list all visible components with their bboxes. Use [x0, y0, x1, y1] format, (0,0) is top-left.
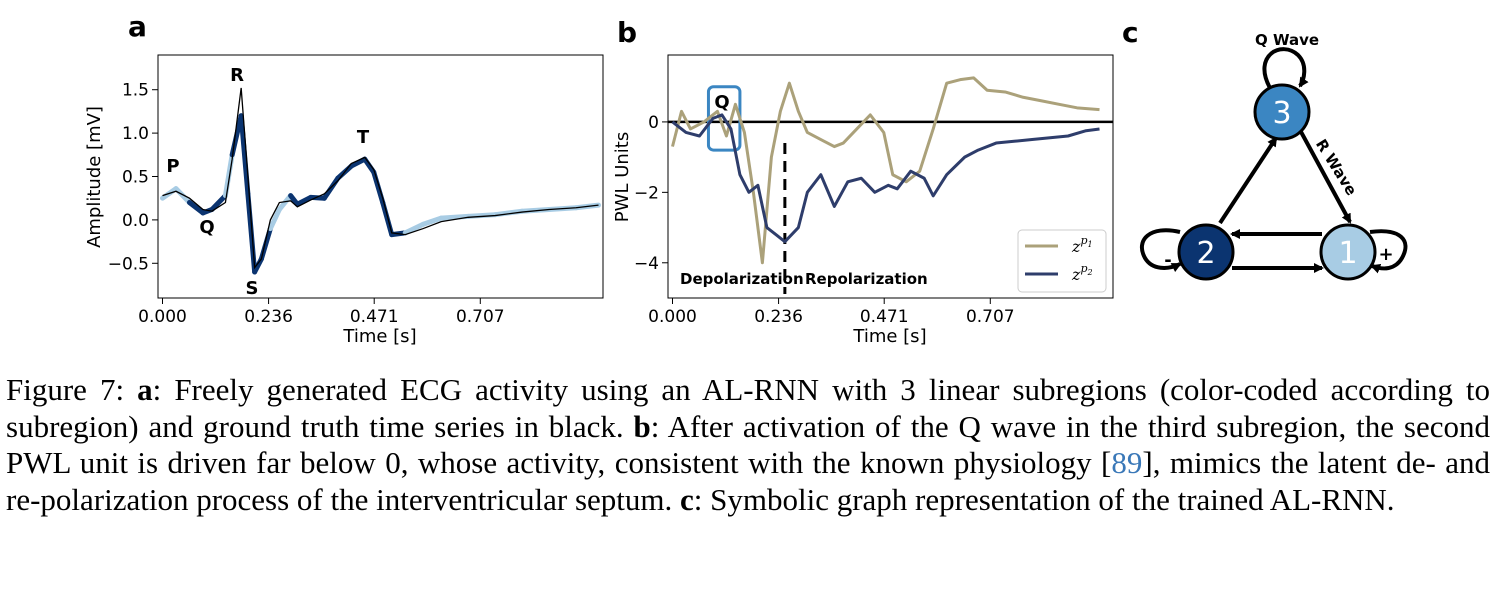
panel-a-xlabel: Time [s] — [342, 326, 416, 347]
wave-label-q: Q — [199, 217, 214, 238]
panel-a-ylabel: Amplitude [mV] — [84, 106, 105, 248]
panel-a-letter: a — [128, 10, 147, 43]
generated-segment — [222, 152, 235, 199]
panel-a-xtick-label: 0.471 — [350, 307, 399, 327]
generated-segment — [465, 212, 498, 219]
wave-label-r: R — [230, 65, 244, 86]
series-zp2-line — [671, 113, 1100, 244]
panel-c: c 3 2 1 Q Wave R Wave - + — [1122, 16, 1408, 281]
self-loop-node-1 — [1369, 229, 1408, 274]
panel-a-xtick-label: 0.236 — [244, 307, 293, 327]
panel-b-ylabel: PWL Units — [612, 132, 633, 222]
panel-b-yticks: 0 −2 −4 — [634, 113, 668, 274]
generated-segment — [238, 113, 251, 197]
panel-b-xtick-label: 0.471 — [860, 307, 909, 327]
caption-reference-link[interactable]: 89 — [1111, 445, 1143, 480]
panel-a-yticks: 1.5 1.0 0.5 0.0 −0.5 — [108, 81, 158, 274]
plus-label: + — [1378, 244, 1393, 265]
node-3 — [1253, 83, 1311, 141]
self-loop-node-2 — [1139, 228, 1182, 273]
legend-label-zp2: zp2 — [1071, 262, 1093, 284]
panel-b: b 0 −2 −4 0.000 0.236 0.471 0.707 PWL Units T… — [612, 16, 1114, 347]
legend-box — [1017, 229, 1107, 293]
panel-a-ytick-label: 1.5 — [122, 81, 149, 101]
panel-a-xtick-label: 0.707 — [456, 307, 505, 327]
generated-segment — [294, 194, 314, 207]
generated-segment — [173, 186, 192, 206]
caption-prefix: Figure 7: — [6, 372, 138, 407]
depolarization-label: Depolarization — [680, 270, 804, 288]
panel-b-xtick-label: 0.236 — [754, 307, 803, 327]
caption-b-text: : After activation of the Q wave in the … — [6, 408, 1491, 481]
panel-b-ytick-label: −2 — [634, 183, 659, 203]
panel-b-plot — [671, 76, 1100, 265]
generated-segment — [186, 200, 206, 216]
node-1-label: 1 — [1338, 236, 1357, 271]
wave-label-s: S — [246, 278, 259, 299]
panel-a-xtick-label: 0.000 — [138, 307, 187, 327]
panel-c-letter: c — [1122, 16, 1139, 49]
node-1 — [1319, 223, 1377, 281]
generated-segment — [348, 156, 368, 169]
caption-a-letter: a — [137, 372, 153, 407]
panel-a-xticks: 0.000 0.236 0.471 0.707 — [138, 298, 505, 327]
generated-segment — [438, 213, 471, 221]
legend-label-zp1: zp1 — [1071, 234, 1093, 256]
generated-segment — [492, 208, 525, 218]
panel-a-axes-frame — [157, 54, 604, 299]
panel-a-ytick-label: 1.0 — [122, 124, 149, 144]
panel-a: a 1.51.00.50.0−0.5 0.000 0.236 0.471 0.707 … — [84, 10, 604, 347]
panel-b-xtick-label: 0.707 — [966, 307, 1015, 327]
caption-c-letter: c — [680, 481, 694, 517]
figure-7: a 1.51.00.50.0−0.5 0.000 0.236 0.471 0.707 … — [84, 10, 1408, 347]
generated-segment — [371, 169, 386, 206]
series-zp1-line — [671, 76, 1100, 265]
caption-a-text: : Freely generated ECG activity using an… — [6, 372, 1490, 444]
generated-segment — [420, 215, 444, 227]
caption-b-text-2: ], mimics the latent de- and re-polariza… — [6, 445, 1491, 517]
repolarization-label: Repolarization — [805, 270, 928, 288]
panel-a-plot — [159, 87, 602, 275]
q-wave-label: Q Wave — [1255, 31, 1319, 49]
q-box-label: Q — [714, 92, 729, 113]
generated-segment — [276, 193, 294, 212]
node-3-label: 3 — [1272, 96, 1291, 131]
generated-segment — [209, 193, 228, 212]
generated-segment — [402, 221, 426, 236]
self-loop-node-3 — [1262, 47, 1309, 89]
ground-truth-line — [162, 87, 599, 270]
panel-a-ytick-label: 0.5 — [122, 168, 149, 188]
figure-caption: Figure 7: a: Freely generated ECG activi… — [6, 372, 1490, 518]
panel-b-ytick-label: −4 — [634, 254, 659, 274]
generated-segment — [267, 206, 282, 232]
minus-label: - — [1164, 250, 1171, 271]
wave-label-p: P — [166, 156, 179, 177]
wave-label-t: T — [357, 127, 370, 148]
panel-b-xticks: 0.000 0.236 0.471 0.707 — [648, 298, 1015, 327]
panel-b-letter: b — [617, 16, 637, 49]
legend: zp1 zp2 — [1017, 229, 1107, 293]
caption-c-text: : Symbolic graph representation of the t… — [693, 481, 1395, 517]
panel-b-axes-frame — [667, 54, 1114, 299]
panel-b-xtick-label: 0.000 — [648, 307, 697, 327]
generated-segment — [362, 156, 377, 175]
panel-b-ytick-label: 0 — [648, 113, 659, 133]
edge-3-to-1 — [1298, 129, 1352, 224]
panel-a-ytick-label: 0.0 — [122, 211, 149, 231]
node-2-label: 2 — [1196, 236, 1215, 271]
edge-2-to-3 — [1218, 136, 1278, 225]
node-2 — [1177, 223, 1235, 281]
panel-b-xlabel: Time [s] — [852, 326, 926, 347]
caption-b-letter: b — [633, 408, 651, 444]
panel-a-ytick-label: −0.5 — [108, 254, 149, 274]
